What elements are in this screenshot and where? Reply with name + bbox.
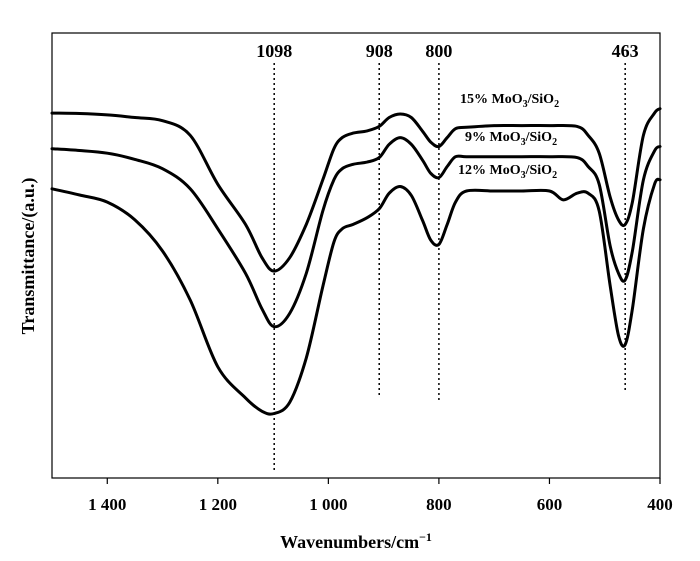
x-tick-label: 600 <box>537 495 563 514</box>
x-axis-title: Wavenumbers/cm−1 <box>280 530 432 552</box>
x-tick-label: 800 <box>426 495 452 514</box>
x-tick-label: 400 <box>647 495 673 514</box>
y-axis-title: Transmittance/(a.u.) <box>18 178 39 335</box>
peak-label: 800 <box>425 41 452 61</box>
series-line-3 <box>50 177 662 416</box>
series-label-2: 9% MoO3/SiO2 <box>465 130 557 148</box>
peak-lines <box>273 63 626 472</box>
series-lines <box>50 107 662 416</box>
x-tick-label: 1 400 <box>88 495 126 514</box>
peak-label: 463 <box>612 41 639 61</box>
series-line-2 <box>50 136 662 329</box>
x-tick-label: 1 200 <box>199 495 237 514</box>
peak-label: 908 <box>366 41 393 61</box>
series-line-1 <box>50 107 662 273</box>
x-axis-ticks: 1 400 1 200 1 000 800 600 400 <box>88 478 673 514</box>
peak-label: 1098 <box>256 41 292 61</box>
series-label-3: 12% MoO3/SiO2 <box>458 163 557 181</box>
series-labels: 15% MoO3/SiO2 9% MoO3/SiO2 12% MoO3/SiO2 <box>458 92 559 181</box>
plot-frame <box>51 32 661 479</box>
series-label-1: 15% MoO3/SiO2 <box>460 92 559 110</box>
peak-labels: 1098 908 800 463 <box>256 41 638 61</box>
x-tick-label: 1 000 <box>309 495 347 514</box>
